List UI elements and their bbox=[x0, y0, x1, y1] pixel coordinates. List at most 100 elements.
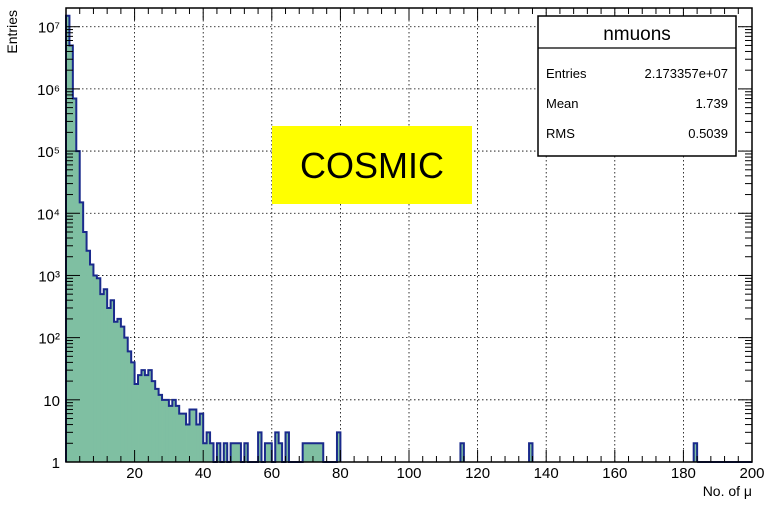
x-tick-label: 80 bbox=[332, 465, 349, 482]
y-tick-label: 10⁶ bbox=[37, 82, 60, 99]
y-tick-label: 1 bbox=[52, 455, 60, 472]
histogram-bar bbox=[196, 424, 201, 462]
histogram-bar bbox=[90, 264, 94, 462]
histogram-bar bbox=[120, 326, 125, 462]
histogram-bar bbox=[103, 289, 108, 462]
stats-entries-label: Entries bbox=[546, 66, 587, 81]
histogram-bar bbox=[158, 394, 163, 462]
histogram-bar bbox=[285, 432, 290, 462]
histogram-bar bbox=[127, 351, 132, 462]
x-tick-labels: 20 40 60 80 100 120 140 160 180 200 bbox=[126, 465, 764, 482]
stats-box: nmuons Entries 2.173357e+07 Mean 1.739 R… bbox=[537, 15, 737, 157]
histogram-bar bbox=[264, 443, 269, 462]
histogram-bar bbox=[141, 370, 146, 462]
stats-mean-label: Mean bbox=[546, 96, 579, 111]
x-tick-label: 200 bbox=[739, 465, 764, 482]
histogram-bar bbox=[336, 432, 341, 462]
y-tick-label: 10² bbox=[38, 331, 60, 348]
x-tick-label: 40 bbox=[195, 465, 212, 482]
histogram-bar bbox=[319, 443, 324, 462]
histogram-bar bbox=[172, 399, 177, 462]
x-tick-label: 140 bbox=[534, 465, 559, 482]
axis-ticks bbox=[65, 7, 753, 463]
histogram-bars bbox=[66, 15, 698, 463]
histogram-bar bbox=[93, 275, 98, 462]
x-tick-label: 160 bbox=[602, 465, 627, 482]
histogram-bar bbox=[83, 231, 87, 462]
annotation-background bbox=[272, 126, 472, 204]
histogram-bar bbox=[309, 443, 314, 462]
histogram-bar bbox=[182, 413, 187, 462]
histogram-bar bbox=[230, 443, 235, 462]
x-tick-label: 120 bbox=[465, 465, 490, 482]
histogram-bar bbox=[234, 443, 238, 462]
stats-box-frame bbox=[537, 15, 737, 157]
y-tick-label: 10³ bbox=[38, 268, 60, 285]
histogram-bar bbox=[124, 337, 129, 462]
histogram-bar bbox=[192, 409, 197, 462]
histogram-bar bbox=[131, 362, 135, 462]
histogram-bar bbox=[210, 443, 214, 462]
histogram-bar bbox=[66, 15, 70, 462]
histogram-bar bbox=[199, 413, 204, 462]
histogram-bar bbox=[460, 443, 465, 462]
histogram-bar bbox=[237, 443, 242, 462]
histogram-bar bbox=[79, 202, 84, 462]
stats-rms-value: 0.5039 bbox=[688, 126, 728, 141]
histogram-bar bbox=[203, 443, 208, 462]
y-tick-label: 10⁷ bbox=[38, 20, 60, 37]
x-tick-label: 60 bbox=[263, 465, 280, 482]
y-tick-label: 10 bbox=[43, 393, 60, 410]
histogram-bar bbox=[278, 443, 283, 462]
histogram-bar bbox=[144, 375, 149, 462]
y-tick-labels: 1 10 10² 10³ 10⁴ 10⁵ 10⁶ 10⁷ bbox=[37, 20, 60, 472]
histogram-bar bbox=[72, 98, 77, 462]
histogram-bar bbox=[223, 443, 228, 462]
histogram-bar bbox=[96, 278, 101, 462]
histogram-bar bbox=[148, 370, 153, 462]
histogram-bar bbox=[86, 250, 91, 462]
histogram-bar bbox=[165, 399, 170, 462]
annotation-text: COSMIC bbox=[300, 145, 444, 186]
histogram-bar bbox=[216, 443, 221, 462]
histogram-bar bbox=[312, 443, 317, 462]
y-tick-label: 10⁴ bbox=[37, 206, 60, 223]
histogram-bar bbox=[76, 151, 81, 462]
histogram-bar bbox=[306, 443, 310, 462]
plot-frame bbox=[65, 7, 753, 463]
histogram-bar bbox=[189, 409, 194, 462]
histogram-bar bbox=[107, 307, 111, 462]
histogram-bar bbox=[175, 405, 180, 462]
x-tick-label: 100 bbox=[396, 465, 421, 482]
stats-rms-label: RMS bbox=[546, 126, 575, 141]
histogram-bar bbox=[206, 432, 211, 462]
histogram-bar bbox=[134, 383, 139, 462]
histogram-bar bbox=[179, 413, 184, 462]
stats-entries-value: 2.173357e+07 bbox=[644, 66, 728, 81]
histogram-bar bbox=[268, 443, 273, 462]
y-axis-title: Entries bbox=[4, 10, 20, 54]
histogram-bar bbox=[100, 294, 105, 462]
histogram-bar bbox=[117, 318, 122, 462]
histogram-bar bbox=[155, 388, 160, 462]
x-axis-title: No. of μ bbox=[703, 483, 752, 499]
histogram-bar bbox=[114, 321, 118, 462]
histogram-outline bbox=[65, 14, 752, 463]
histogram-bar bbox=[529, 443, 533, 462]
stats-mean-value: 1.739 bbox=[695, 96, 728, 111]
histogram-bar bbox=[151, 381, 156, 462]
histogram-bar bbox=[138, 375, 142, 462]
histogram-bar bbox=[275, 432, 280, 462]
stats-title: nmuons bbox=[603, 24, 671, 45]
histogram-bar bbox=[302, 443, 307, 462]
histogram-bar bbox=[110, 300, 115, 462]
histogram-bar bbox=[258, 432, 262, 462]
histogram-bar bbox=[316, 443, 321, 462]
histogram-bar bbox=[244, 443, 249, 462]
x-tick-label: 180 bbox=[671, 465, 696, 482]
histogram-bar bbox=[69, 45, 74, 463]
histogram-bar bbox=[693, 443, 698, 462]
histogram-bar bbox=[186, 424, 190, 462]
y-tick-label: 10⁵ bbox=[37, 144, 60, 161]
